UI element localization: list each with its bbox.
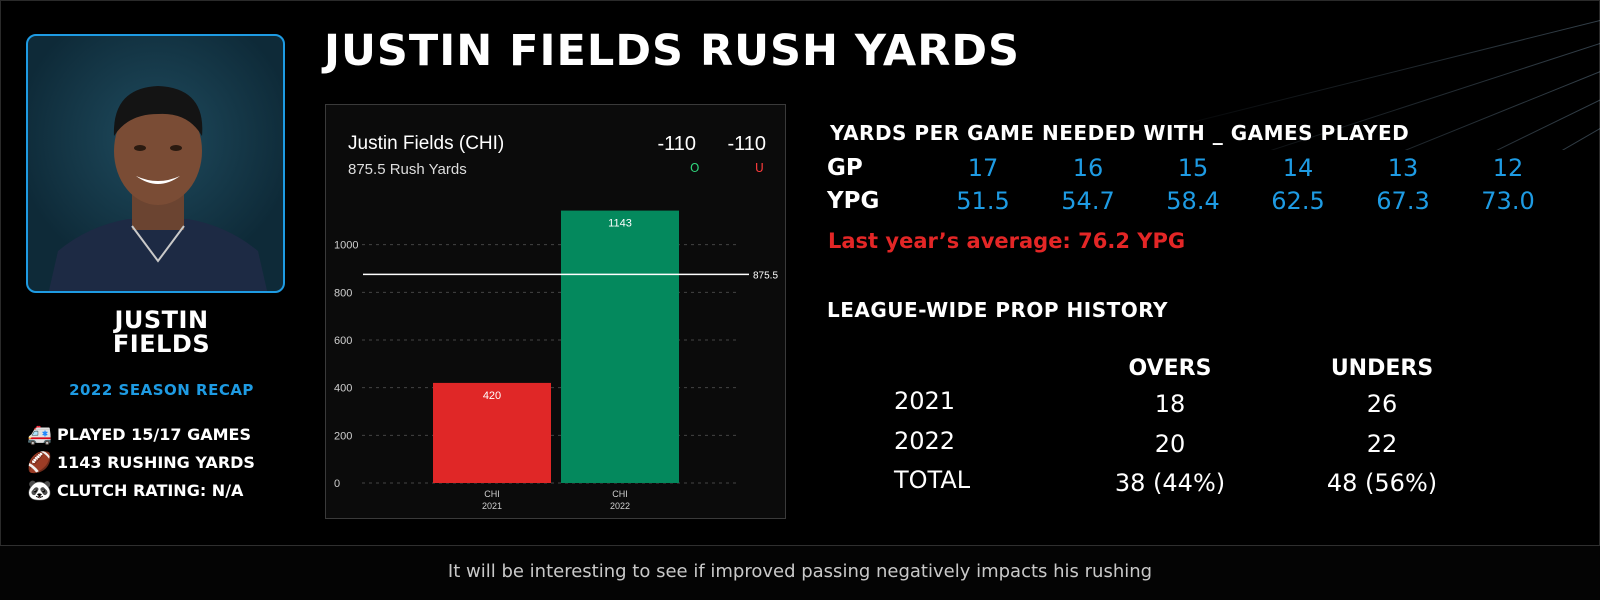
gp-label: GP <box>827 155 863 181</box>
footer-bar: It will be interesting to see if improve… <box>0 545 1600 600</box>
player-first-name: JUSTIN <box>114 306 209 334</box>
last-year-average: Last year’s average: 76.2 YPG <box>828 229 1186 253</box>
history-row-label: TOTAL <box>894 466 971 494</box>
y-tick-label: 200 <box>334 430 352 442</box>
gp-value: 13 <box>1387 154 1419 182</box>
history-unders-value: 26 <box>1366 390 1398 418</box>
footer-caption: It will be interesting to see if improve… <box>447 561 1153 582</box>
stat-label: CLUTCH RATING: N/A <box>57 480 244 500</box>
x-tick-label: CHI <box>612 489 628 499</box>
bar <box>561 210 679 483</box>
gp-row: GP 17 16 15 14 13 12 <box>827 153 1523 183</box>
stat-clutch-rating: 🐼 CLUTCH RATING: N/A <box>27 476 255 504</box>
gp-value: 16 <box>1072 154 1104 182</box>
history-overs-value: 38 (44%) <box>1114 469 1226 497</box>
ypg-heading: YARDS PER GAME NEEDED WITH _ GAMES PLAYE… <box>830 121 1410 145</box>
gp-value: 14 <box>1282 154 1314 182</box>
ypg-value: 51.5 <box>956 187 1010 215</box>
bar <box>433 382 551 483</box>
season-recap-label: 2022 SEASON RECAP <box>69 381 254 399</box>
prop-player-name: Justin Fields (CHI) <box>348 133 505 154</box>
history-row-label: 2021 <box>894 387 956 415</box>
x-tick-label: CHI <box>484 489 500 499</box>
ypg-value: 54.7 <box>1061 187 1115 215</box>
football-icon: 🏈 <box>27 450 52 474</box>
unders-header: UNDERS <box>1330 356 1434 381</box>
ypg-value: 73.0 <box>1481 187 1535 215</box>
player-name: JUSTIN FIELDS <box>26 308 297 356</box>
under-label: U <box>755 161 764 175</box>
stat-games-played: 🚑 PLAYED 15/17 GAMES <box>27 420 255 448</box>
stat-label: 1143 RUSHING YARDS <box>57 452 255 472</box>
ypg-row: YPG 51.5 54.7 58.4 62.5 67.3 73.0 <box>827 186 1535 216</box>
history-unders-value: 48 (56%) <box>1326 469 1438 497</box>
player-photo <box>26 34 285 293</box>
y-tick-label: 1000 <box>334 240 358 252</box>
player-portrait-icon <box>48 86 268 291</box>
prop-line-label: 875.5 <box>753 270 778 281</box>
panda-icon: 🐼 <box>27 478 52 502</box>
gp-value: 15 <box>1177 154 1209 182</box>
page-title: JUSTIN FIELDS RUSH YARDS <box>324 26 1020 76</box>
prop-chart-card: Justin Fields (CHI) 875.5 Rush Yards -11… <box>325 104 786 519</box>
overs-header: OVERS <box>1128 356 1212 381</box>
history-overs-value: 20 <box>1154 430 1186 458</box>
stat-rushing-yards: 🏈 1143 RUSHING YARDS <box>27 448 255 476</box>
ypg-value: 62.5 <box>1271 187 1325 215</box>
x-tick-label: 2021 <box>482 501 502 511</box>
y-tick-label: 800 <box>334 287 352 299</box>
ypg-value: 58.4 <box>1166 187 1220 215</box>
under-odds: -110 <box>727 133 766 155</box>
y-tick-label: 600 <box>334 335 352 347</box>
over-label: O <box>690 161 700 175</box>
gp-value: 17 <box>967 154 999 182</box>
y-tick-label: 400 <box>334 383 352 395</box>
history-overs-value: 18 <box>1154 390 1186 418</box>
player-last-name: FIELDS <box>112 330 211 358</box>
ambulance-icon: 🚑 <box>27 422 52 446</box>
x-tick-label: 2022 <box>610 501 630 511</box>
history-unders-value: 22 <box>1366 430 1398 458</box>
bar-chart: 0 200 400 600 800 1000 420 CHI 2021 1143 CHI 2022 87… <box>334 210 778 511</box>
ypg-label: YPG <box>827 188 880 214</box>
gp-value: 12 <box>1492 154 1524 182</box>
history-row-label: 2022 <box>894 427 956 455</box>
prop-history-heading: LEAGUE-WIDE PROP HISTORY <box>827 298 1169 322</box>
prop-line-text: 875.5 Rush Yards <box>348 161 467 178</box>
over-odds: -110 <box>657 133 696 155</box>
bar-value-label: 420 <box>483 390 501 402</box>
ypg-value: 67.3 <box>1376 187 1430 215</box>
stat-label: PLAYED 15/17 GAMES <box>57 424 251 444</box>
player-stat-list: 🚑 PLAYED 15/17 GAMES 🏈 1143 RUSHING YARD… <box>27 420 255 504</box>
bar-value-label: 1143 <box>608 218 632 230</box>
y-tick-label: 0 <box>334 478 340 490</box>
